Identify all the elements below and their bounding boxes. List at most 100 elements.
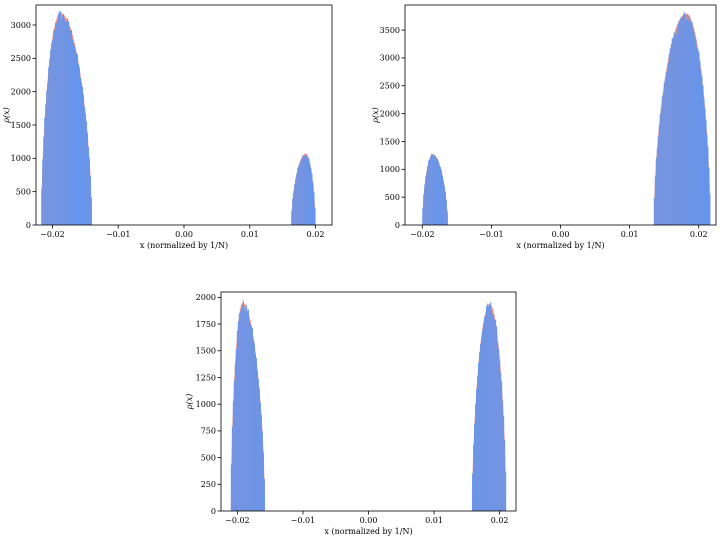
histogram-bar xyxy=(674,34,676,226)
x-axis-label: x (normalized by 1/N) xyxy=(516,241,604,250)
histogram-bar xyxy=(700,70,702,225)
histogram-bar xyxy=(234,363,236,511)
histogram-bar xyxy=(675,34,677,225)
y-tick-label: 500 xyxy=(201,453,216,462)
histogram-bar xyxy=(683,11,685,226)
histogram-bar xyxy=(300,160,302,225)
histogram-bar xyxy=(670,44,672,225)
y-tick-label: 1000 xyxy=(11,154,31,163)
histogram-bar xyxy=(260,414,262,511)
histogram-bar xyxy=(55,22,57,225)
histogram-bar xyxy=(686,15,688,225)
histogram-bar xyxy=(498,348,500,511)
histogram-bar xyxy=(309,163,311,225)
histogram-bar xyxy=(494,319,496,511)
histogram-bar xyxy=(71,30,73,226)
histogram-bar xyxy=(497,342,499,511)
histogram-bar xyxy=(72,39,74,226)
histogram-bar xyxy=(425,176,427,225)
histogram-bar xyxy=(482,329,484,511)
histogram-bar xyxy=(439,166,441,225)
histogram-bar xyxy=(668,54,670,225)
histogram-bar xyxy=(48,67,50,225)
histogram-bar xyxy=(313,192,315,225)
histogram-bar xyxy=(699,61,701,225)
histogram-bar xyxy=(231,426,233,511)
histogram-bar xyxy=(88,158,90,225)
histogram-bar xyxy=(474,423,476,511)
histogram-bar xyxy=(294,183,296,225)
histogram-bar xyxy=(249,324,251,511)
histogram-bar xyxy=(480,343,482,511)
histogram-bar xyxy=(310,168,312,225)
histogram-bar xyxy=(56,23,58,225)
histogram-bar xyxy=(443,185,445,225)
subplot-3: −0.02 −0.01 0.00 0.01 0.02 0 250 500 750 1000 1250… xyxy=(185,291,517,536)
histogram-bar xyxy=(673,32,675,226)
histogram-bar xyxy=(254,353,256,511)
y-tick-label: 1000 xyxy=(196,400,216,409)
y-tick-label: 3000 xyxy=(11,21,31,30)
x-tick-label: 0.01 xyxy=(621,230,639,239)
histogram-bar xyxy=(504,439,506,511)
histogram-bar xyxy=(77,54,78,225)
histogram-bar xyxy=(238,313,240,511)
histogram-bar xyxy=(490,302,492,511)
histogram-bar xyxy=(430,156,432,225)
histogram-bar xyxy=(691,21,693,225)
x-tick-label: 0.02 xyxy=(491,516,509,525)
histogram-bar xyxy=(701,76,703,225)
histogram-bar xyxy=(486,306,488,511)
histogram-bar xyxy=(43,137,45,225)
histogram-bar xyxy=(67,18,69,225)
histogram-bar xyxy=(677,24,679,226)
histogram-bar xyxy=(669,48,671,226)
histogram-bar xyxy=(660,108,662,225)
histogram-bar xyxy=(261,431,263,511)
histogram-bar xyxy=(73,43,75,225)
histogram-bar xyxy=(488,305,490,511)
histogram-bar xyxy=(427,165,429,225)
histogram-bar xyxy=(707,146,709,225)
histogram-bar xyxy=(255,357,257,511)
histogram-bar xyxy=(52,39,54,225)
histogram-bar xyxy=(63,14,65,226)
histogram-bar xyxy=(496,326,498,511)
histogram-bar xyxy=(54,30,56,226)
histogram-bar xyxy=(491,310,493,511)
x-tick-label: −0.01 xyxy=(479,230,504,239)
histogram-bar xyxy=(432,154,434,225)
histogram-bar xyxy=(681,18,683,225)
histogram-bar xyxy=(697,49,699,225)
y-axis-label: ρ(x) xyxy=(371,107,380,123)
histogram-bar xyxy=(69,28,71,225)
histogram-bar xyxy=(49,58,51,225)
histogram-bar xyxy=(298,165,300,225)
x-tick-label: −0.02 xyxy=(225,516,250,525)
axes-frame xyxy=(220,291,517,512)
histogram-bar xyxy=(666,70,668,225)
histogram-bar xyxy=(44,117,46,225)
y-tick-label: 750 xyxy=(201,427,216,436)
lobe-1 xyxy=(422,153,448,225)
histogram-bar xyxy=(483,323,485,511)
y-tick-label: 2500 xyxy=(380,82,400,91)
histogram-bar xyxy=(64,18,66,225)
histogram-bar xyxy=(240,309,242,511)
histogram-bar xyxy=(685,19,687,226)
histogram-bar xyxy=(53,29,55,225)
histogram-bar xyxy=(87,146,89,225)
y-tick-label: 3000 xyxy=(380,54,400,63)
histogram-bar xyxy=(477,376,479,511)
histogram-bar xyxy=(70,30,72,225)
histogram-bar xyxy=(703,98,705,225)
histogram-bar xyxy=(661,96,663,225)
y-tick-label: 2000 xyxy=(196,293,216,302)
histogram-bar xyxy=(428,160,430,225)
y-tick-label: 0 xyxy=(395,221,400,230)
histogram-bar xyxy=(74,45,76,226)
histogram-bar xyxy=(663,82,665,225)
histogram-bar xyxy=(676,29,678,226)
histogram-bar xyxy=(708,167,710,225)
histogram-bar xyxy=(241,305,243,511)
